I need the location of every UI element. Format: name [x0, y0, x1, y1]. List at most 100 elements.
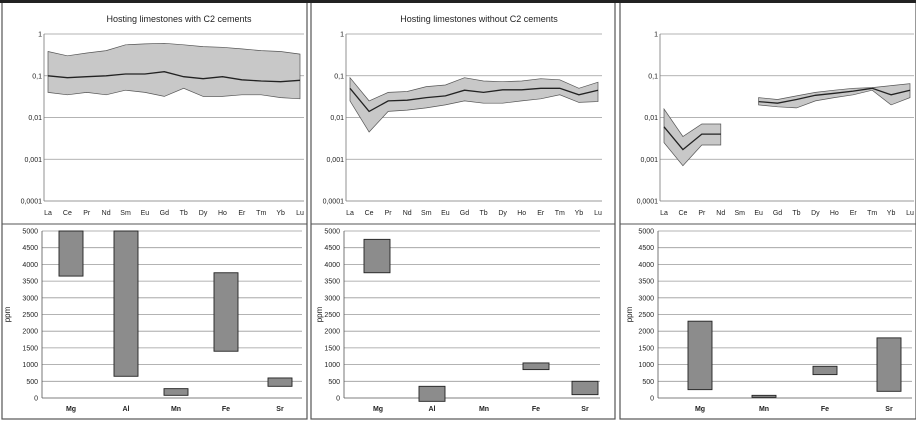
range-bar — [113, 230, 139, 377]
x-tick-label: Eu — [141, 210, 150, 217]
y-axis-label: ppm — [3, 306, 12, 322]
x-tick-label: Gd — [460, 210, 469, 217]
y-tick-label: 1 — [654, 32, 658, 39]
x-tick-label: Fe — [532, 406, 540, 413]
x-tick-label: Pr — [385, 210, 393, 217]
range-bar — [687, 320, 713, 391]
x-tick-label: Mn — [759, 406, 769, 413]
x-tick-label: Yb — [276, 210, 285, 217]
x-tick-label: Eu — [441, 210, 450, 217]
x-tick-label: Sr — [581, 406, 589, 413]
y-tick-label: 0,01 — [330, 115, 344, 122]
y-tick-label: 500 — [328, 379, 340, 386]
y-tick-label: 500 — [26, 379, 38, 386]
x-tick-label: Sr — [276, 406, 284, 413]
y-tick-label: 1500 — [324, 345, 340, 352]
y-tick-label: 1000 — [638, 362, 654, 369]
y-tick-label: 0,0001 — [637, 199, 659, 206]
x-tick-label: Mn — [479, 406, 489, 413]
y-tick-label: 5000 — [638, 229, 654, 236]
x-tick-label: Yb — [887, 210, 896, 217]
x-tick-label: Tb — [792, 210, 800, 217]
y-tick-label: 2000 — [324, 329, 340, 336]
range-bar — [363, 238, 391, 274]
x-tick-label: Dy — [811, 210, 820, 217]
x-tick-label: Tm — [867, 210, 877, 217]
x-tick-label: Dy — [498, 210, 507, 217]
y-tick-label: 4000 — [638, 262, 654, 269]
x-tick-label: Er — [537, 210, 545, 217]
y-tick-label: 3500 — [22, 279, 38, 286]
mean-line — [349, 87, 599, 113]
x-tick-label: Gd — [773, 210, 782, 217]
y-axis-label: ppm — [625, 306, 634, 322]
x-tick-label: Sm — [421, 210, 432, 217]
y-tick-label: 2500 — [324, 312, 340, 319]
x-tick-label: Dy — [199, 210, 208, 217]
x-tick-label: Ce — [63, 210, 72, 217]
range-bar — [876, 337, 902, 392]
x-tick-label: Nd — [102, 210, 111, 217]
y-tick-label: 0 — [650, 396, 654, 403]
y-tick-label: 3500 — [324, 279, 340, 286]
x-tick-label: Nd — [716, 210, 725, 217]
ppm-chart-2: 0 500 1000 1500 2000 2500 3000 3500 4000 4500 5000… — [315, 229, 600, 413]
x-tick-label: Fe — [222, 406, 230, 413]
x-tick-label: Sm — [120, 210, 131, 217]
x-tick-label: La — [44, 210, 52, 217]
y-tick-label: 4500 — [638, 245, 654, 252]
y-tick-label: 3500 — [638, 279, 654, 286]
chart-title: Hosting limestones without C2 cements — [400, 14, 558, 24]
range-band — [349, 76, 599, 133]
x-tick-label: Lu — [296, 210, 304, 217]
y-tick-label: 500 — [642, 379, 654, 386]
y-tick-label: 2500 — [22, 312, 38, 319]
y-tick-label: 4000 — [324, 262, 340, 269]
y-tick-label: 0,1 — [32, 73, 42, 80]
x-tick-label: Pr — [698, 210, 706, 217]
x-tick-label: Tm — [555, 210, 565, 217]
range-bar — [812, 365, 838, 376]
range-bar — [418, 385, 446, 402]
x-tick-label: Tb — [180, 210, 188, 217]
x-tick-label: Mg — [373, 406, 383, 413]
y-tick-label: 2000 — [638, 329, 654, 336]
x-tick-label: Pr — [83, 210, 91, 217]
x-tick-label: Mg — [66, 406, 76, 413]
y-tick-label: 0,001 — [24, 157, 42, 164]
range-bar — [571, 380, 599, 396]
range-bar — [213, 272, 239, 352]
ppm-chart-3: 0 500 1000 1500 2000 2500 3000 3500 4000 4500 5000… — [625, 229, 912, 413]
y-tick-label: 4500 — [22, 245, 38, 252]
mean-line — [663, 126, 721, 151]
y-tick-label: 0,0001 — [323, 199, 345, 206]
y-tick-label: 1000 — [22, 362, 38, 369]
y-tick-label: 0 — [34, 396, 38, 403]
ree-chart-2: Hosting limestones without C2 cements 1 0,… — [323, 14, 602, 217]
y-tick-label: 1500 — [22, 345, 38, 352]
chart-title: Hosting limestones with C2 cements — [106, 14, 252, 24]
range-bar — [522, 362, 550, 371]
x-tick-label: Er — [850, 210, 858, 217]
x-tick-label: Er — [238, 210, 246, 217]
y-tick-label: 1500 — [638, 345, 654, 352]
range-band — [47, 42, 301, 100]
y-tick-label: 1000 — [324, 362, 340, 369]
range-band — [663, 107, 722, 167]
y-tick-label: 2500 — [638, 312, 654, 319]
x-tick-label: La — [346, 210, 354, 217]
x-tick-label: Sr — [885, 406, 893, 413]
mean-line — [47, 71, 301, 83]
x-tick-label: Lu — [594, 210, 602, 217]
x-tick-label: Yb — [575, 210, 584, 217]
x-tick-label: Ce — [678, 210, 687, 217]
x-tick-label: Eu — [754, 210, 763, 217]
mean-line — [758, 87, 911, 104]
x-tick-label: La — [660, 210, 668, 217]
range-band — [758, 83, 911, 109]
y-tick-label: 3000 — [638, 295, 654, 302]
y-tick-label: 0,001 — [326, 157, 344, 164]
y-tick-label: 0,1 — [648, 73, 658, 80]
